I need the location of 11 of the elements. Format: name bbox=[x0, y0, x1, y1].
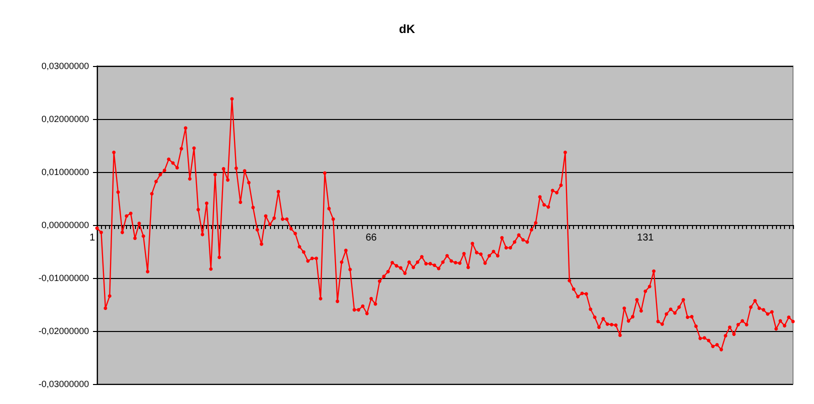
x-tick-label: 1 bbox=[89, 232, 96, 244]
y-tick-label: -0,02000000 bbox=[38, 326, 89, 336]
y-tick-label: -0,03000000 bbox=[38, 379, 89, 389]
y-tick-label: 0,01000000 bbox=[41, 167, 89, 177]
x-tick-label: 131 bbox=[637, 232, 654, 244]
chart-title: dK bbox=[399, 22, 416, 36]
y-tick-label: -0,01000000 bbox=[38, 273, 89, 283]
x-tick-label: 66 bbox=[366, 232, 378, 244]
y-tick-label: 0,03000000 bbox=[41, 61, 89, 71]
y-tick-label: 0,02000000 bbox=[41, 114, 89, 124]
y-tick-label: 0,00000000 bbox=[41, 220, 89, 230]
